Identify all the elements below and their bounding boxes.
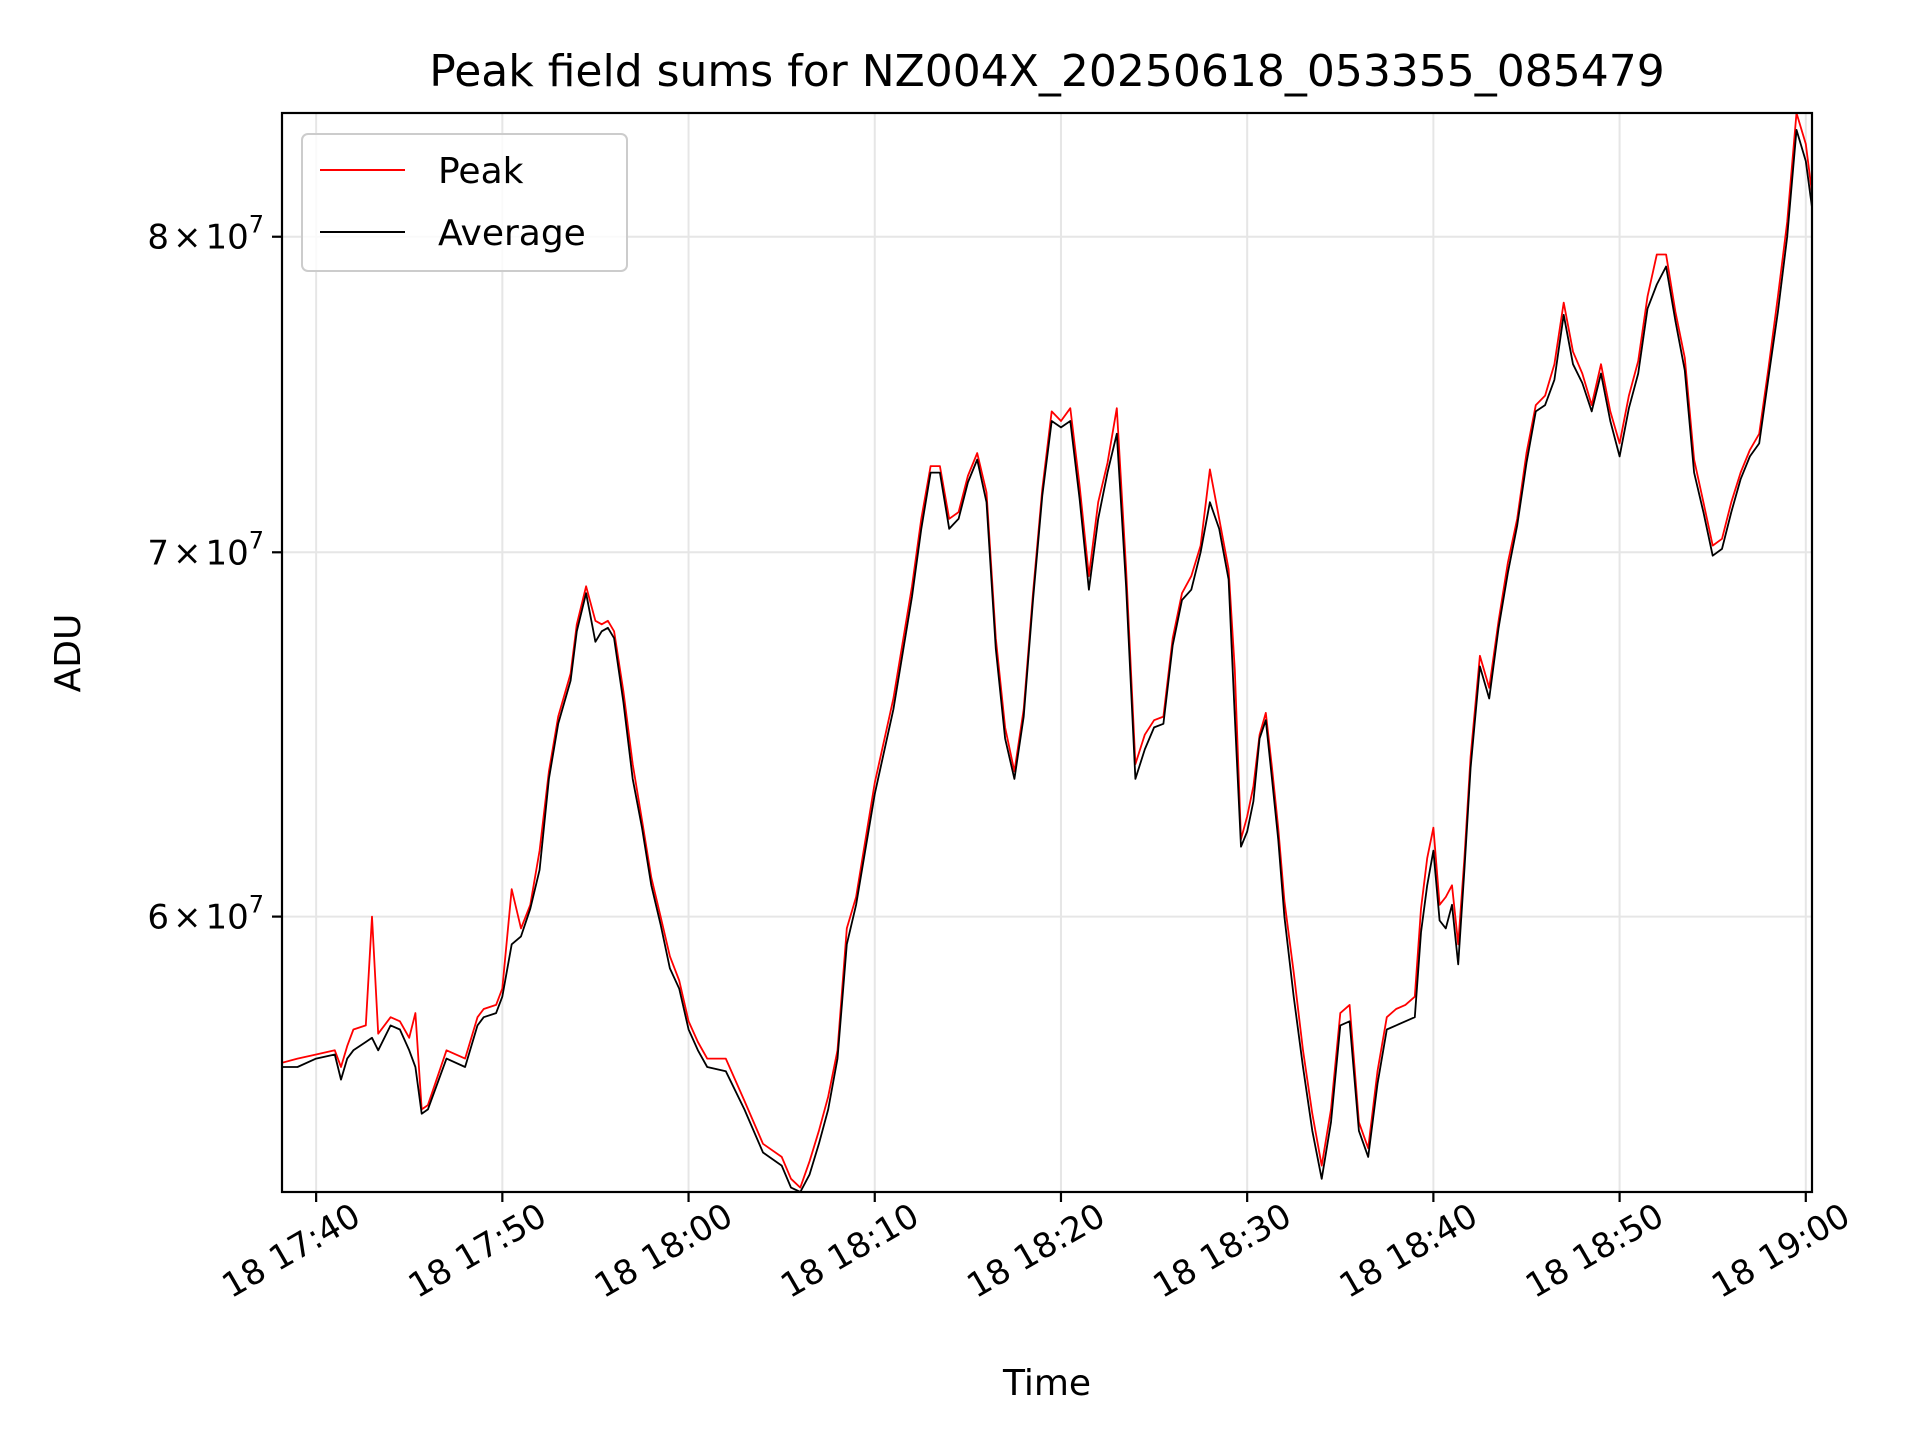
- series-layer: [282, 113, 1812, 1192]
- y-tick-label: 8 × 107: [147, 211, 264, 258]
- legend-box: [301, 133, 628, 272]
- legend: Peak Average: [301, 133, 628, 272]
- y-axis: 6 × 107 7 × 107 8 × 107: [147, 211, 282, 938]
- y-tick-label: 7 × 107: [147, 526, 264, 573]
- legend-label-average: Average: [438, 213, 586, 254]
- legend-label-peak: Peak: [438, 151, 524, 192]
- plot-frame: [280, 111, 1814, 1194]
- grid: [282, 113, 1812, 1192]
- y-axis-label: ADU: [48, 614, 89, 693]
- y-tick-label: 6 × 107: [147, 891, 264, 938]
- series-line-peak: [282, 113, 1812, 1189]
- series-line-average: [282, 128, 1812, 1192]
- x-axis-label: Time: [1002, 1363, 1091, 1404]
- chart-title: Peak field sums for NZ004X_20250618_0533…: [429, 46, 1665, 97]
